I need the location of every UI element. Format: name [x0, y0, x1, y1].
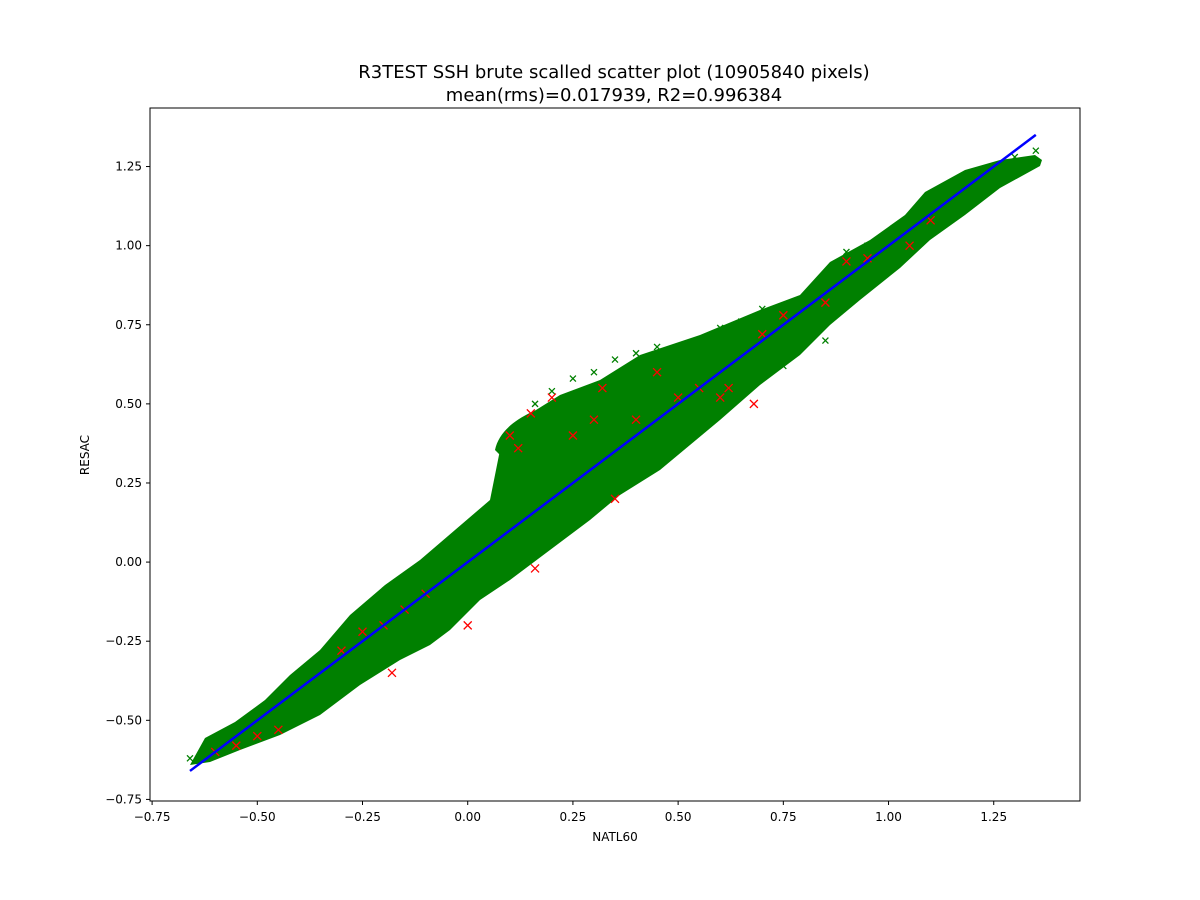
x-tick-label: −0.25 — [344, 810, 381, 824]
green-point — [354, 634, 362, 642]
x-tick-label: −0.50 — [239, 810, 276, 824]
y-tick-label: −0.50 — [105, 713, 142, 727]
green-point — [186, 754, 194, 762]
green-point — [422, 615, 430, 623]
red-point — [926, 215, 936, 225]
red-point — [610, 494, 620, 504]
x-tick-label: 1.25 — [980, 810, 1007, 824]
red-point — [505, 431, 515, 440]
green-point — [842, 248, 850, 256]
red-point — [724, 383, 734, 393]
red-point — [337, 646, 346, 656]
chart-subtitle: mean(rms)=0.017939, R2=0.996384 — [446, 85, 782, 106]
red-point — [757, 329, 767, 339]
red-point — [358, 627, 367, 637]
green-point — [548, 387, 556, 395]
green-point — [1032, 147, 1040, 155]
chart-title: R3TEST SSH brute scalled scatter plot (1… — [358, 62, 869, 83]
red-point — [273, 725, 283, 735]
green-point — [211, 742, 219, 750]
green-point — [779, 362, 787, 370]
green-point — [401, 583, 409, 591]
green-point — [590, 368, 598, 376]
fit-line — [189, 133, 1037, 772]
x-axis-label: NATL60 — [592, 830, 638, 844]
y-tick-label: −0.25 — [105, 634, 142, 648]
green-swirl-lobe — [495, 345, 700, 470]
green-point — [737, 318, 745, 326]
y-tick-label: 1.25 — [115, 160, 142, 174]
green-point — [758, 305, 766, 313]
green-point — [1011, 153, 1019, 161]
x-tick-label: 1.00 — [875, 810, 902, 824]
red-point — [530, 563, 540, 573]
red-point — [526, 408, 536, 418]
green-point-cloud — [190, 155, 1042, 765]
x-tick-label: 0.50 — [665, 810, 692, 824]
red-point — [597, 383, 607, 393]
y-tick-label: −0.75 — [105, 792, 142, 806]
scatter-band — [190, 155, 1042, 765]
red-point — [820, 298, 830, 308]
x-tick-label: 0.25 — [560, 810, 587, 824]
green-point — [590, 495, 598, 503]
red-point — [841, 257, 851, 266]
red-point — [568, 431, 578, 440]
plot-frame — [149, 107, 1081, 802]
x-tick-label: 0.00 — [454, 810, 481, 824]
red-point — [715, 393, 725, 403]
green-point — [548, 520, 556, 528]
x-tick-label: −0.75 — [134, 810, 171, 824]
red-point — [778, 310, 788, 320]
green-point — [443, 545, 451, 553]
red-point — [252, 731, 262, 741]
y-tick-label: 0.75 — [115, 318, 142, 332]
y-tick-label: 0.25 — [115, 476, 142, 490]
green-point — [653, 343, 661, 351]
red-point — [652, 367, 662, 377]
y-tick-label: 0.00 — [115, 555, 142, 569]
red-point — [749, 399, 759, 409]
green-point — [380, 602, 388, 610]
x-tick-label: 0.75 — [770, 810, 797, 824]
green-point — [338, 685, 345, 693]
red-point — [631, 415, 641, 425]
green-point — [821, 337, 829, 345]
green-point — [695, 419, 703, 427]
red-point — [463, 620, 473, 630]
green-point — [632, 349, 640, 357]
green-point — [927, 226, 935, 234]
green-point — [864, 242, 871, 250]
y-tick-label: 1.00 — [115, 239, 142, 253]
green-point — [485, 574, 493, 582]
green-point — [611, 356, 619, 364]
red-point — [673, 393, 683, 403]
green-point — [295, 710, 303, 718]
green-point — [716, 324, 724, 332]
red-point — [513, 443, 523, 453]
green-point — [518, 422, 526, 430]
red-point — [547, 393, 557, 403]
y-tick-label: 0.50 — [115, 397, 142, 411]
red-point — [589, 415, 599, 425]
green-point — [821, 273, 829, 281]
red-point — [905, 241, 915, 251]
red-point — [231, 741, 241, 751]
green-point — [569, 375, 577, 383]
green-point — [531, 400, 539, 408]
y-axis-label: RESAC — [78, 435, 92, 475]
red-point — [387, 668, 397, 678]
